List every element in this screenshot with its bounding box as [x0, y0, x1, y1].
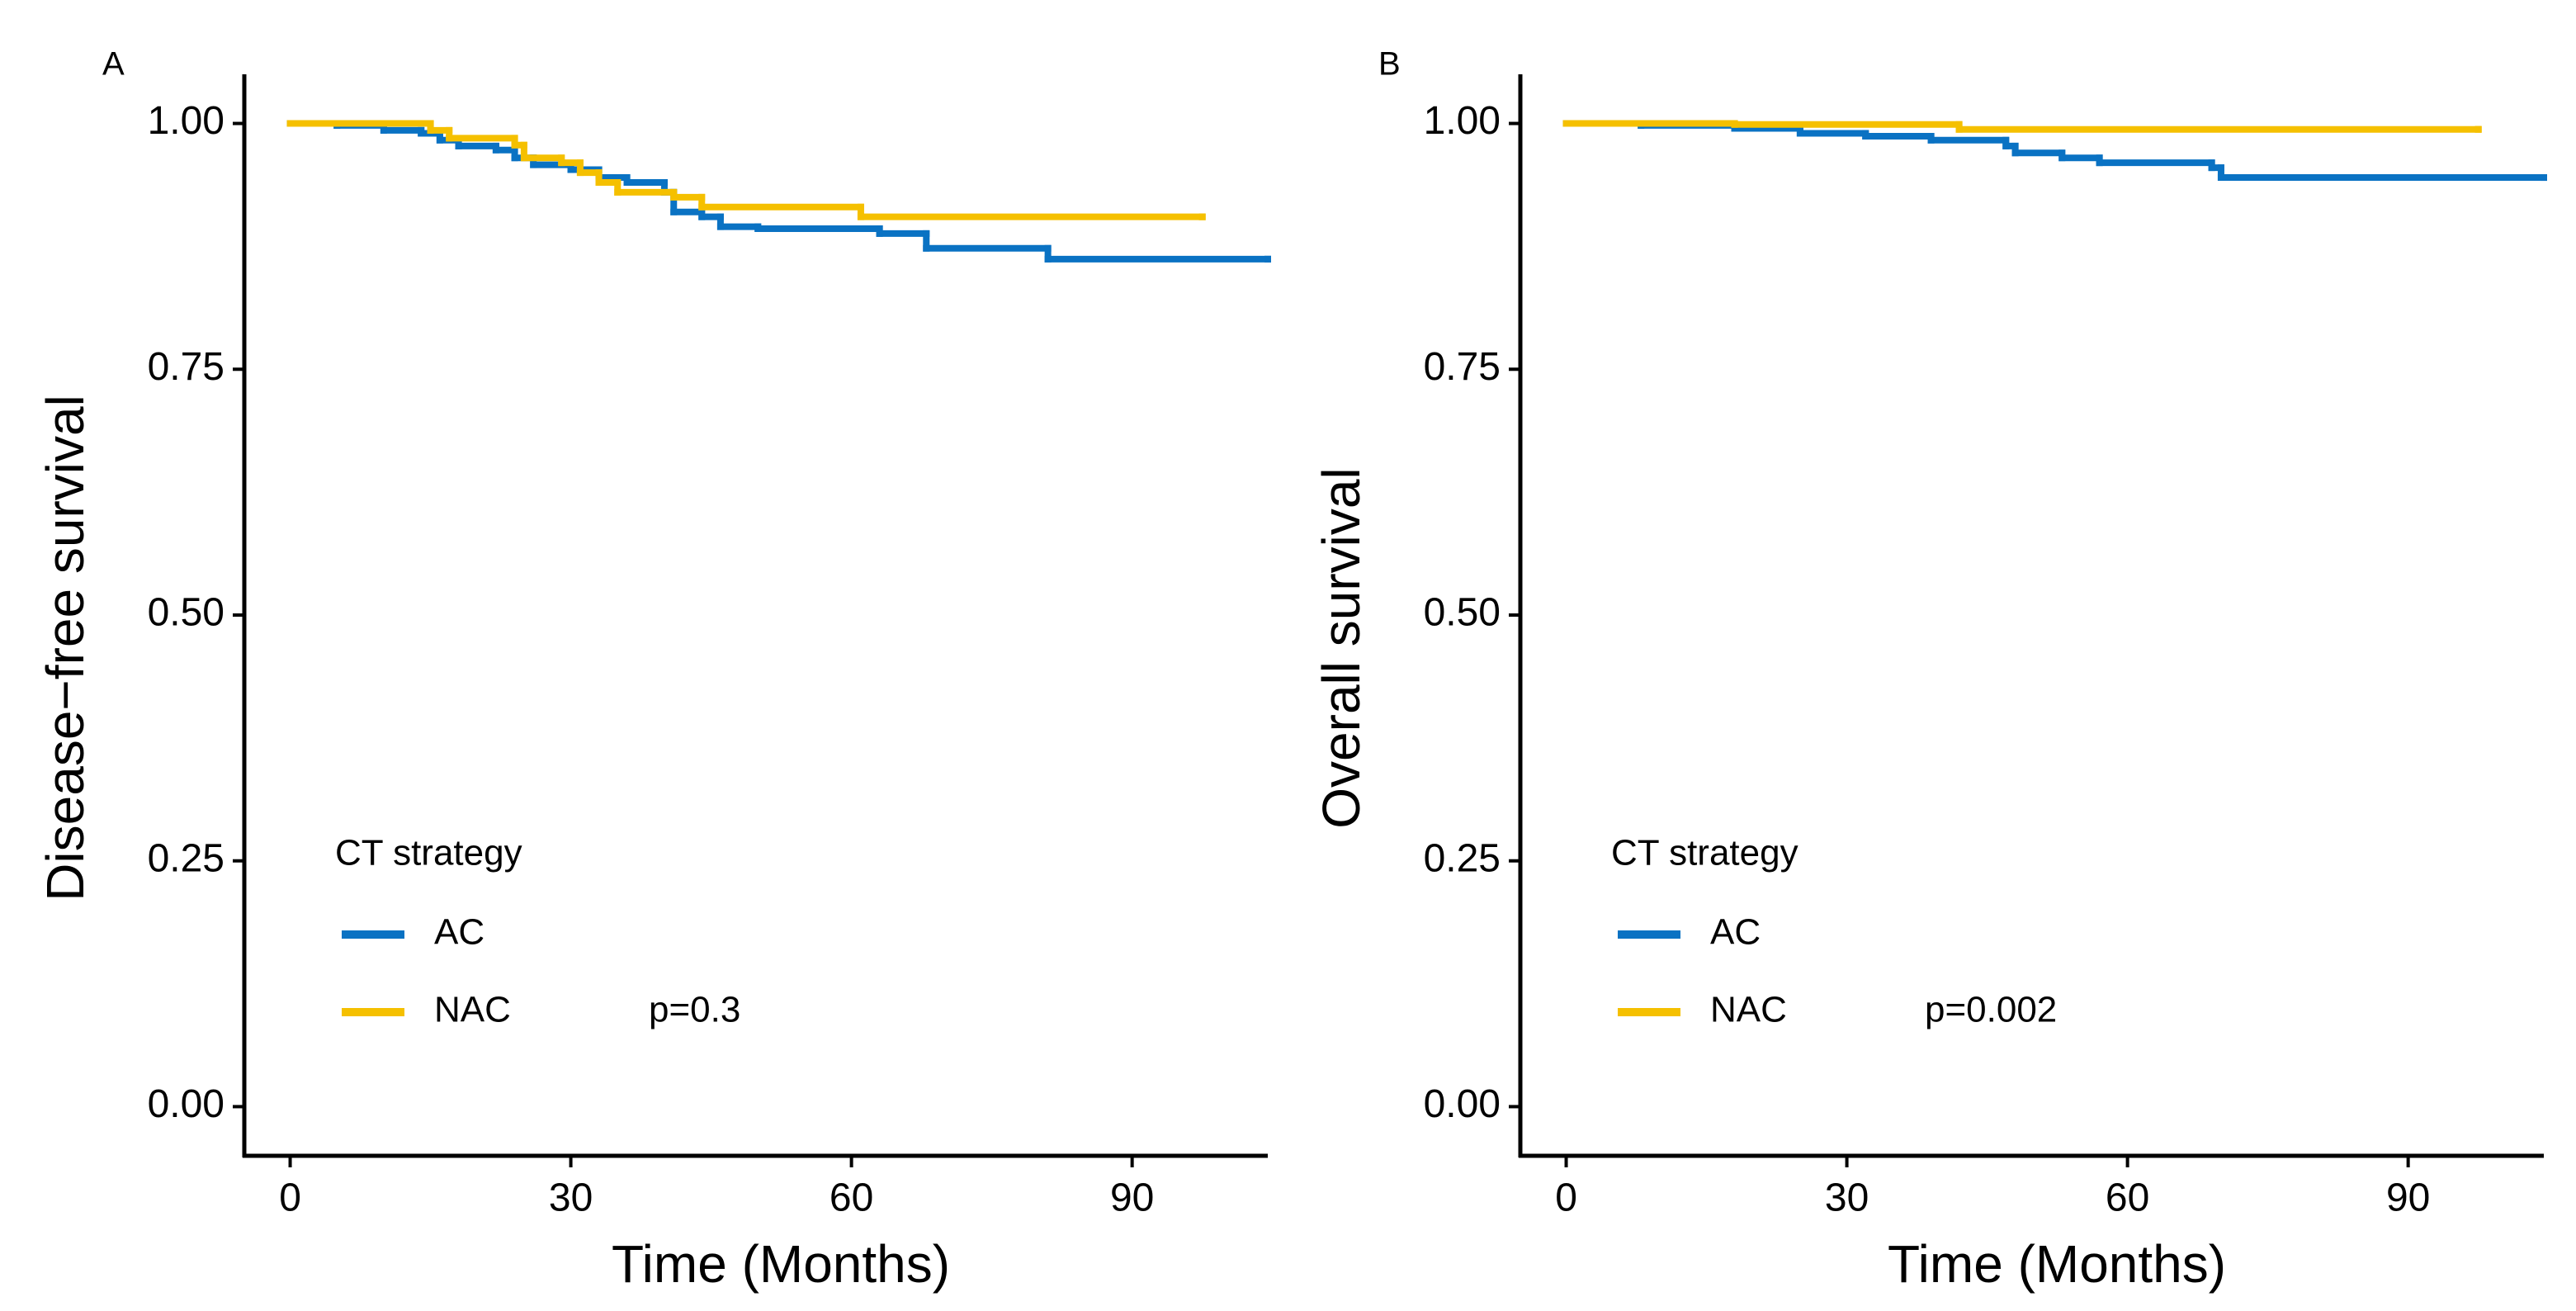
legend-title: CT strategy	[1611, 833, 1798, 873]
p-value: p=0.3	[649, 990, 740, 1030]
x-tick-label: 0	[1555, 1176, 1577, 1220]
y-tick-label: 0.50	[148, 591, 225, 635]
y-tick-label: 0.75	[1424, 345, 1501, 389]
y-tick-label: 0.00	[148, 1082, 225, 1126]
y-tick-label: 0.75	[148, 345, 225, 389]
panel-label: B	[1378, 46, 1401, 83]
x-axis-title: Time (Months)	[612, 1234, 950, 1294]
legend-label: AC	[434, 912, 484, 953]
x-tick-label: 60	[2106, 1176, 2149, 1220]
legend-title: CT strategy	[335, 833, 522, 873]
x-axis-title: Time (Months)	[1888, 1234, 2226, 1294]
legend-label: NAC	[434, 990, 511, 1030]
x-tick-label: 30	[549, 1176, 593, 1220]
panel: A 0.00 0.25 0.50 0.75 1.00 0 30 60 90 Time (Months…	[35, 46, 1271, 1294]
y-tick-label: 0.50	[1424, 591, 1501, 635]
y-tick-label: 0.25	[148, 836, 225, 880]
y-tick-label: 1.00	[148, 99, 225, 143]
y-tick-label: 0.25	[1424, 836, 1501, 880]
panel-label: A	[102, 46, 125, 83]
y-tick-label: 0.00	[1424, 1082, 1501, 1126]
legend-label: AC	[1710, 912, 1761, 953]
x-tick-label: 90	[1110, 1176, 1154, 1220]
y-axis-title: Overall survival	[1312, 467, 1371, 828]
panel: B 0.00 0.25 0.50 0.75 1.00 0 30 60 90 Time (Months…	[1312, 46, 2547, 1294]
y-tick-label: 1.00	[1424, 99, 1501, 143]
x-tick-label: 90	[2386, 1176, 2430, 1220]
legend-label: NAC	[1710, 990, 1787, 1030]
x-tick-label: 0	[279, 1176, 301, 1220]
p-value: p=0.002	[1925, 990, 2057, 1030]
y-axis-title: Disease−free survival	[35, 395, 95, 902]
x-tick-label: 30	[1825, 1176, 1869, 1220]
x-tick-label: 60	[830, 1176, 873, 1220]
